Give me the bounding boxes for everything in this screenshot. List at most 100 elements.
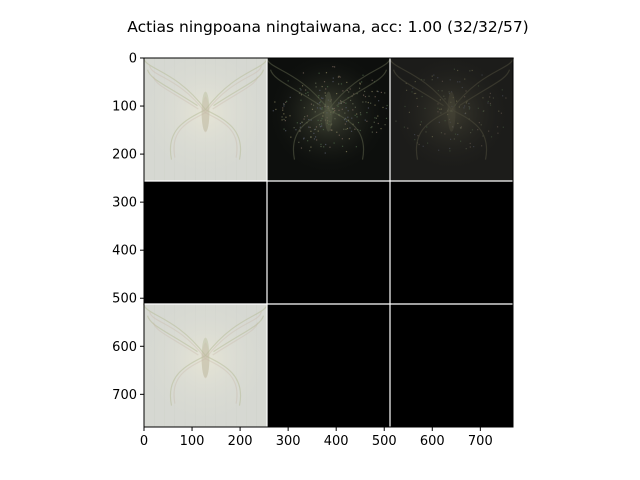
noise-dot — [330, 113, 332, 115]
noise-dot — [489, 104, 492, 106]
butterfly-wing-line — [336, 69, 388, 107]
noise-dot — [305, 89, 307, 91]
noise-dot — [316, 139, 318, 141]
noise-dot — [293, 127, 295, 129]
noise-dot — [385, 117, 388, 119]
noise-dot — [367, 101, 369, 104]
noise-dot — [332, 77, 334, 79]
tile-background — [267, 181, 390, 304]
noise-dot — [316, 107, 319, 109]
noise-dot — [376, 90, 378, 92]
noise-dot — [411, 91, 413, 93]
wing-glow — [390, 58, 513, 181]
noise-dot — [314, 136, 317, 138]
noise-dot — [354, 106, 356, 108]
noise-dot — [312, 104, 315, 106]
noise-dot — [453, 138, 455, 140]
noise-dot — [448, 91, 450, 93]
noise-dot — [333, 142, 335, 144]
axes: 0 100 200 300 400 500 600 700 0 100 200 300 400 500 60… — [112, 52, 514, 449]
noise-dot — [451, 126, 454, 128]
noise-dot — [348, 91, 350, 93]
noise-dot — [440, 112, 442, 114]
noise-dot — [356, 113, 358, 115]
noise-dot — [377, 115, 379, 117]
noise-dot — [324, 119, 327, 121]
noise-dot — [322, 115, 324, 117]
noise-dot — [471, 69, 473, 72]
noise-dot — [322, 128, 325, 131]
noise-dot — [463, 107, 465, 109]
noise-dot — [502, 126, 504, 128]
noise-dot — [307, 91, 309, 93]
y-tick-label: 100 — [112, 100, 137, 115]
noise-dot — [439, 99, 441, 101]
noise-dot — [450, 101, 452, 103]
noise-dot — [331, 123, 333, 125]
noise-dot — [460, 126, 462, 128]
noise-dot — [295, 129, 297, 131]
noise-dot — [300, 94, 303, 96]
butterfly-wing-line — [205, 112, 238, 158]
noise-dot — [444, 98, 446, 100]
noise-dot — [465, 90, 467, 92]
noise-dot — [320, 143, 322, 145]
noise-dot — [338, 134, 340, 136]
noise-dot — [320, 120, 322, 122]
x-tick-label: 100 — [180, 434, 205, 449]
noise-dot — [339, 100, 342, 102]
noise-dot — [352, 109, 354, 111]
noise-dot — [364, 95, 367, 98]
noise-dot — [310, 130, 312, 132]
noise-dot — [318, 72, 320, 74]
noise-dot — [356, 92, 358, 95]
butterfly-wing-line — [142, 303, 206, 357]
noise-dot — [458, 106, 460, 108]
noise-dot — [457, 81, 459, 83]
noise-dot — [300, 89, 302, 91]
image-tile-2-2 — [390, 304, 513, 427]
noise-dot — [350, 130, 353, 132]
noise-dot — [368, 95, 370, 97]
noise-dot — [299, 130, 301, 132]
noise-dot — [320, 97, 323, 99]
noise-dot — [304, 116, 306, 118]
noise-dot — [323, 146, 325, 148]
noise-dot — [343, 128, 345, 130]
image-tile-1-2 — [390, 181, 513, 304]
noise-dot — [497, 132, 499, 134]
noise-dot — [337, 76, 339, 78]
noise-dot — [371, 131, 373, 133]
noise-dot — [471, 129, 474, 131]
image-tile-0-1 — [265, 57, 392, 181]
noise-dot — [425, 131, 427, 133]
noise-dot — [283, 103, 285, 105]
noise-dot — [405, 82, 407, 84]
noise-dot — [359, 83, 361, 85]
noise-dot — [325, 88, 327, 90]
noise-dot — [342, 90, 344, 92]
noise-dot — [324, 152, 326, 154]
noise-dot — [303, 138, 305, 140]
noise-dot — [468, 108, 470, 110]
noise-dot — [340, 101, 342, 103]
noise-dot — [451, 105, 453, 108]
noise-dot — [478, 122, 480, 124]
noise-dot — [298, 141, 300, 143]
noise-dot — [314, 128, 317, 130]
noise-dot — [468, 102, 470, 105]
tile-background — [144, 181, 267, 304]
noise-dot — [321, 85, 323, 88]
noise-dot — [385, 107, 387, 110]
noise-dot — [374, 117, 376, 119]
noise-dot — [330, 111, 332, 113]
noise-dot — [363, 90, 366, 93]
noise-dot — [299, 87, 301, 90]
butterfly-wing-line — [205, 355, 242, 406]
y-tick-label: 0 — [129, 52, 137, 67]
noise-dot — [310, 103, 313, 105]
noise-dot — [449, 138, 452, 140]
noise-dot — [321, 107, 323, 109]
butterfly-wing-line — [415, 109, 452, 160]
